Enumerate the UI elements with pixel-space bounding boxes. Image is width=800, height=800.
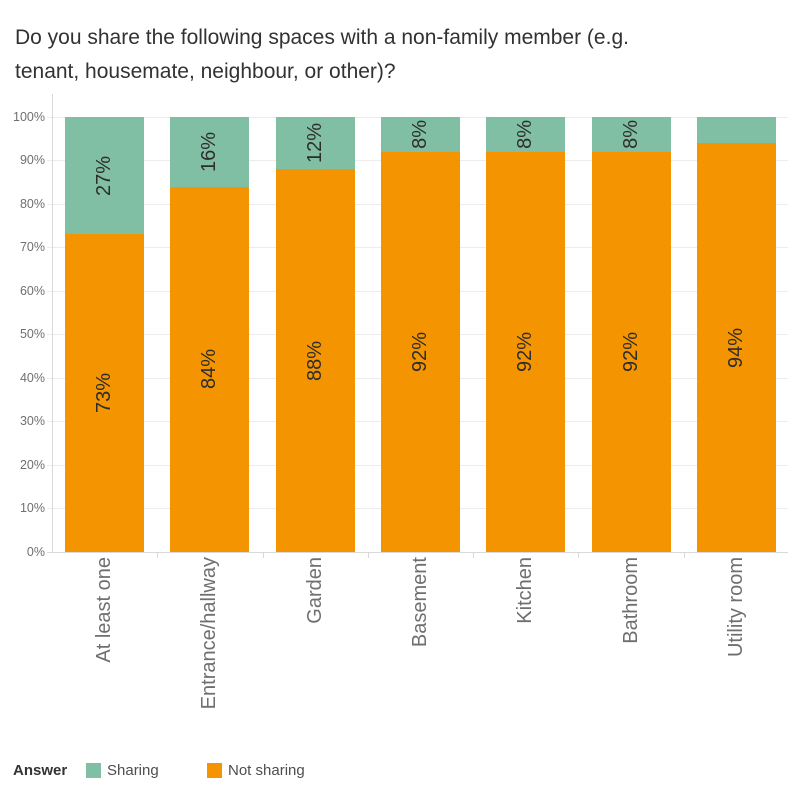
category-label: Bathroom: [619, 557, 642, 644]
bar-group: 8% 92%: [578, 117, 683, 552]
y-axis-tick-label: 90%: [19, 153, 45, 168]
bar-segment-not-sharing[interactable]: 92%: [486, 151, 566, 552]
bar-label-not-sharing: 84%: [198, 349, 221, 390]
bar-label-not-sharing: 73%: [93, 373, 116, 414]
category-label: Basement: [408, 557, 431, 648]
bar-segment-sharing[interactable]: 16%: [170, 117, 250, 187]
bar-basement: 8% 92%: [380, 117, 460, 552]
bar-utility-room: 94%: [696, 117, 776, 552]
y-axis-tick-label: 50%: [19, 327, 45, 342]
bar-kitchen: 8% 92%: [486, 117, 566, 552]
category-cell: Kitchen: [473, 557, 578, 752]
bar-segment-not-sharing[interactable]: 88%: [275, 169, 355, 552]
y-axis-tick-label: 30%: [19, 414, 45, 429]
category-label: At least one: [93, 557, 116, 663]
y-axis-tick-label: 0%: [26, 544, 45, 559]
y-axis-tick-label: 70%: [19, 240, 45, 255]
y-axis: 0% 10% 20% 30% 40% 50% 60% 70% 80% 90% 100%: [0, 0, 45, 600]
chart-title-line2: tenant, housemate, neighbour, or other)?: [15, 60, 396, 83]
legend-item-not-sharing[interactable]: Not sharing: [228, 762, 305, 779]
bar-label-not-sharing: 92%: [619, 331, 642, 372]
bar-label-sharing: 27%: [93, 155, 116, 196]
bar-segment-not-sharing[interactable]: 92%: [591, 151, 671, 552]
bar-segment-sharing[interactable]: 8%: [591, 117, 671, 152]
bar-segment-not-sharing[interactable]: 92%: [380, 151, 460, 552]
bar-label-not-sharing: 92%: [514, 331, 537, 372]
category-axis-tick: [262, 552, 264, 558]
category-axis-tick: [683, 552, 685, 558]
category-cell: Basement: [368, 557, 473, 752]
bar-group: 16% 84%: [157, 117, 262, 552]
category-label: Kitchen: [514, 557, 537, 624]
y-axis-tick-label: 20%: [19, 457, 45, 472]
bar-group: 94%: [684, 117, 789, 552]
x-axis-line: [47, 551, 788, 553]
category-cell: At least one: [52, 557, 157, 752]
chart-title-line1: Do you share the following spaces with a…: [15, 26, 629, 49]
bar-group: 8% 92%: [473, 117, 578, 552]
bar-segment-sharing[interactable]: 8%: [486, 117, 566, 152]
y-axis-tick-label: 60%: [19, 283, 45, 298]
bar-label-sharing: 8%: [619, 119, 642, 149]
category-axis-tick: [367, 552, 369, 558]
y-axis-tick-label: 40%: [19, 370, 45, 385]
y-axis-line: [52, 94, 53, 552]
bar-group: 12% 88%: [263, 117, 368, 552]
category-cell: Entrance/hallway: [157, 557, 262, 752]
bar-at-least-one: 27% 73%: [65, 117, 145, 552]
category-label: Entrance/hallway: [198, 557, 221, 710]
y-axis-tick-label: 80%: [19, 196, 45, 211]
plot-area: 27% 73% 16% 84% 12% 88% 8% 92% 8% 92% 8% 92% 94%: [52, 117, 789, 552]
bar-label-not-sharing: 92%: [408, 331, 431, 372]
bar-segment-sharing[interactable]: 12%: [275, 117, 355, 170]
bar-segment-sharing[interactable]: 27%: [65, 117, 145, 235]
bar-label-not-sharing: 94%: [724, 327, 747, 368]
category-cell: Garden: [263, 557, 368, 752]
legend: Answer Sharing Not sharing: [0, 761, 800, 783]
bar-label-sharing: 8%: [514, 119, 537, 149]
legend-title: Answer: [13, 762, 68, 779]
category-axis-tick: [473, 552, 475, 558]
legend-item-sharing[interactable]: Sharing: [107, 762, 159, 779]
bar-segment-not-sharing[interactable]: 73%: [65, 234, 145, 552]
category-axis-tick: [157, 552, 159, 558]
bar-segment-not-sharing[interactable]: 84%: [170, 186, 250, 552]
category-cell: Utility room: [684, 557, 789, 752]
bar-group: 27% 73%: [52, 117, 157, 552]
bar-label-sharing: 16%: [198, 131, 221, 172]
y-axis-tick-label: 100%: [13, 110, 45, 124]
x-axis: At least one Entrance/hallway Garden Baseme…: [52, 557, 789, 752]
bar-segment-sharing[interactable]: 8%: [380, 117, 460, 152]
legend-swatch-sharing[interactable]: [86, 763, 101, 778]
bar-group: 8% 92%: [368, 117, 473, 552]
bar-segment-not-sharing[interactable]: 94%: [696, 143, 776, 552]
bar-segment-sharing[interactable]: [696, 117, 776, 144]
chart-title: Do you share the following spaces with a…: [15, 21, 629, 89]
category-label: Utility room: [724, 557, 747, 658]
bar-label-sharing: 8%: [408, 119, 431, 149]
category-axis-tick: [578, 552, 580, 558]
bar-label-not-sharing: 88%: [303, 340, 326, 381]
bar-label-sharing: 12%: [303, 123, 326, 164]
bar-bathroom: 8% 92%: [591, 117, 671, 552]
bar-garden: 12% 88%: [275, 117, 355, 552]
category-label: Garden: [303, 557, 326, 624]
bar-entrance-hallway: 16% 84%: [170, 117, 250, 552]
category-cell: Bathroom: [578, 557, 683, 752]
legend-swatch-not-sharing[interactable]: [207, 763, 222, 778]
y-axis-tick-label: 10%: [19, 501, 45, 516]
